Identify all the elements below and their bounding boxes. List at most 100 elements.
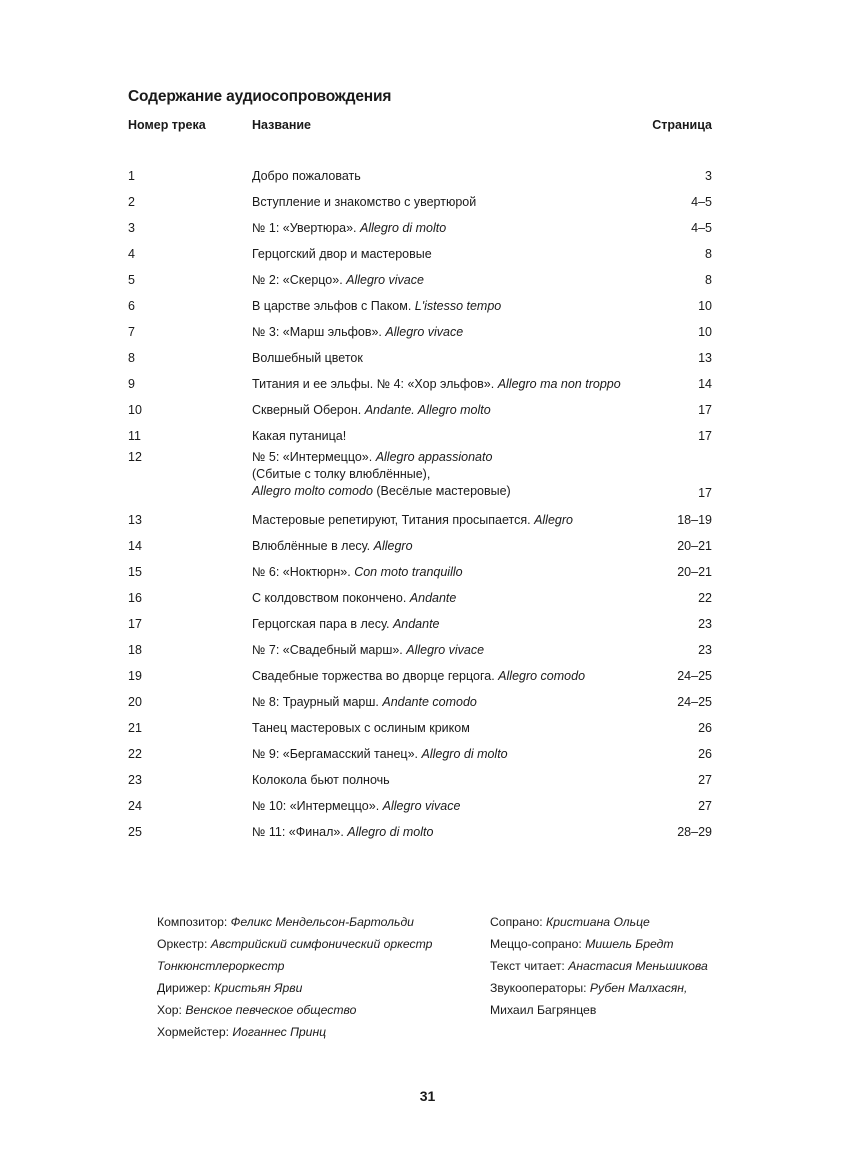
- tempo-marking: L'istesso tempo: [414, 299, 502, 313]
- title-roman: № 3: «Марш эльфов».: [252, 325, 386, 339]
- table-row: 20 № 8: Траурный марш. Andante comodo 24–2…: [128, 689, 712, 715]
- track-number-cell: 9: [128, 377, 135, 391]
- table-row: 16 С колдовством покончено. Andante 22: [128, 585, 712, 611]
- page-number-cell: 4–5: [691, 221, 712, 235]
- credit-label: Сопрано:: [490, 915, 547, 929]
- credit-label: Дирижер:: [157, 981, 215, 995]
- tempo-marking: Allegro vivace: [385, 325, 464, 339]
- page-number-cell: 17: [698, 403, 712, 417]
- track-title-cell: Волшебный цветок: [252, 351, 363, 365]
- title-roman: Скверный Оберон.: [252, 403, 365, 417]
- page-number-cell: 10: [698, 299, 712, 313]
- track-number-cell: 1: [128, 169, 135, 183]
- track-title-cell: № 9: «Бергамасский танец». Allegro di mo…: [252, 741, 682, 767]
- track-number-cell: 7: [128, 325, 135, 339]
- track-number-cell: 15: [128, 565, 142, 579]
- track-title-cell: № 8: Траурный марш. Andante comodo: [252, 689, 682, 715]
- page-number-cell: 10: [698, 325, 712, 339]
- page-number-cell: 4–5: [691, 195, 712, 209]
- table-row: 21 Танец мастеровых с ослиным криком 26: [128, 715, 712, 741]
- track-title-cell: № 2: «Скерцо». Allegro vivace: [252, 267, 682, 293]
- tempo-marking: Andante: [409, 591, 457, 605]
- credit-line: Звукооператоры: Рубен Малхасян,: [490, 977, 790, 999]
- title-roman: № 1: «Увертюра».: [252, 221, 361, 235]
- page-number-cell: 17: [698, 429, 712, 443]
- track-title-cell: № 10: «Интермеццо». Allegro vivace: [252, 793, 682, 819]
- track-title-cell: Мастеровые репетируют, Титания просыпает…: [252, 507, 682, 533]
- tempo-marking: Con moto tranquillo: [354, 565, 463, 579]
- credit-line: Хор: Венское певческое общество: [157, 999, 477, 1021]
- track-number-cell: 24: [128, 799, 142, 813]
- credit-line: Меццо-сопрано: Мишель Бредт: [490, 933, 790, 955]
- credit-label: Меццо-сопрано:: [490, 937, 586, 951]
- track-number-cell: 20: [128, 695, 142, 709]
- page-number-cell: 23: [698, 617, 712, 631]
- credit-label: Хормейстер:: [157, 1025, 233, 1039]
- track-title-cell: Влюблённые в лесу. Allegro: [252, 533, 682, 559]
- page-number-cell: 22: [698, 591, 712, 605]
- title-roman: № 6: «Ноктюрн».: [252, 565, 355, 579]
- track-title-cell: Колокола бьют полночь: [252, 773, 390, 787]
- page-number-cell: 8: [705, 273, 712, 287]
- credit-line: Хормейстер: Иоганнес Принц: [157, 1021, 477, 1043]
- track-title-cell: Титания и ее эльфы. № 4: «Хор эльфов». A…: [252, 371, 682, 397]
- title-roman: С колдовством покончено.: [252, 591, 410, 605]
- table-row: 12 № 5: «Интермеццо». Allegro appassionat…: [128, 449, 712, 507]
- track-title-line: (Сбитые с толку влюблённые),: [252, 466, 682, 483]
- credit-line: Оркестр: Австрийский симфонический оркес…: [157, 933, 477, 955]
- tempo-marking: Allegro di molto: [421, 747, 508, 761]
- track-number-cell: 19: [128, 669, 142, 683]
- table-row: 10 Скверный Оберон. Andante. Allegro molt…: [128, 397, 712, 423]
- table-row: 1 Добро пожаловать 3: [128, 163, 712, 189]
- credit-value: Венское певческое общество: [185, 1003, 357, 1017]
- title-roman: Титания и ее эльфы. № 4: «Хор эльфов».: [252, 377, 498, 391]
- track-title-cell: В царстве эльфов с Паком. L'istesso temp…: [252, 293, 682, 319]
- title-roman: Влюблённые в лесу.: [252, 539, 374, 553]
- page-number: 31: [419, 1088, 436, 1104]
- table-row: 18 № 7: «Свадебный марш». Allegro vivace 2…: [128, 637, 712, 663]
- tempo-marking: Allegro: [373, 539, 413, 553]
- track-title-line: № 5: «Интермеццо». Allegro appassionato: [252, 449, 682, 466]
- tempo-marking: Allegro: [534, 513, 573, 527]
- credit-continuation: Михаил Багрянцев: [490, 1003, 597, 1017]
- credit-value: Кристиана Ольце: [546, 915, 650, 929]
- credits-section: Композитор: Феликс Мендельсон-Бартольди О…: [0, 911, 855, 1041]
- track-title-cell: Свадебные торжества во дворце герцога. A…: [252, 663, 682, 689]
- table-row: 17 Герцогская пара в лесу. Andante 23: [128, 611, 712, 637]
- track-title-cell: № 5: «Интермеццо». Allegro appassionato(…: [252, 449, 682, 500]
- credit-line: Композитор: Феликс Мендельсон-Бартольди: [157, 911, 477, 933]
- title-roman: № 7: «Свадебный марш».: [252, 643, 407, 657]
- table-row: 9 Титания и ее эльфы. № 4: «Хор эльфов». …: [128, 371, 712, 397]
- track-title-cell: Герцогская пара в лесу. Andante: [252, 611, 682, 637]
- track-number-cell: 6: [128, 299, 135, 313]
- page-number-cell: 20–21: [677, 565, 712, 579]
- title-roman: № 5: «Интермеццо».: [252, 450, 376, 464]
- title-roman: № 2: «Скерцо».: [252, 273, 347, 287]
- table-row: 15 № 6: «Ноктюрн». Con moto tranquillo 20–…: [128, 559, 712, 585]
- track-list-table: Номер трека Название Страница 1 Добро пож…: [128, 118, 712, 845]
- table-row: 24 № 10: «Интермеццо». Allegro vivace 27: [128, 793, 712, 819]
- title-roman: Герцогская пара в лесу.: [252, 617, 393, 631]
- column-header-page: Страница: [652, 118, 712, 132]
- credits-column-right: Сопрано: Кристиана Ольце Меццо-сопрано: М…: [490, 911, 790, 1021]
- table-row: 8 Волшебный цветок 13: [128, 345, 712, 371]
- table-row: 7 № 3: «Марш эльфов». Allegro vivace 10: [128, 319, 712, 345]
- tempo-marking: Andante comodo: [382, 695, 477, 709]
- title-roman: Мастеровые репетируют, Титания просыпает…: [252, 513, 535, 527]
- tempo-marking: Allegro vivace: [346, 273, 424, 287]
- track-number-cell: 22: [128, 747, 142, 761]
- track-title-cell: С колдовством покончено. Andante: [252, 585, 682, 611]
- table-row: 19 Свадебные торжества во дворце герцога.…: [128, 663, 712, 689]
- track-number-cell: 13: [128, 513, 142, 527]
- tempo-marking: Allegro di molto: [360, 221, 447, 235]
- credit-value: Мишель Бредт: [585, 937, 674, 951]
- track-number-cell: 14: [128, 539, 142, 553]
- table-row: 2 Вступление и знакомство с увертюрой 4–5: [128, 189, 712, 215]
- track-title-cell: № 1: «Увертюра». Allegro di molto: [252, 215, 682, 241]
- page-number-cell: 24–25: [677, 695, 712, 709]
- credit-label: Звукооператоры:: [490, 981, 590, 995]
- credit-value: Анастасия Меньшикова: [568, 959, 708, 973]
- title-roman: (Сбитые с толку влюблённые),: [252, 467, 431, 481]
- track-title-line: Allegro molto comodo (Весёлые мастеровые…: [252, 483, 682, 500]
- table-row: 25 № 11: «Финал». Allegro di molto 28–29: [128, 819, 712, 845]
